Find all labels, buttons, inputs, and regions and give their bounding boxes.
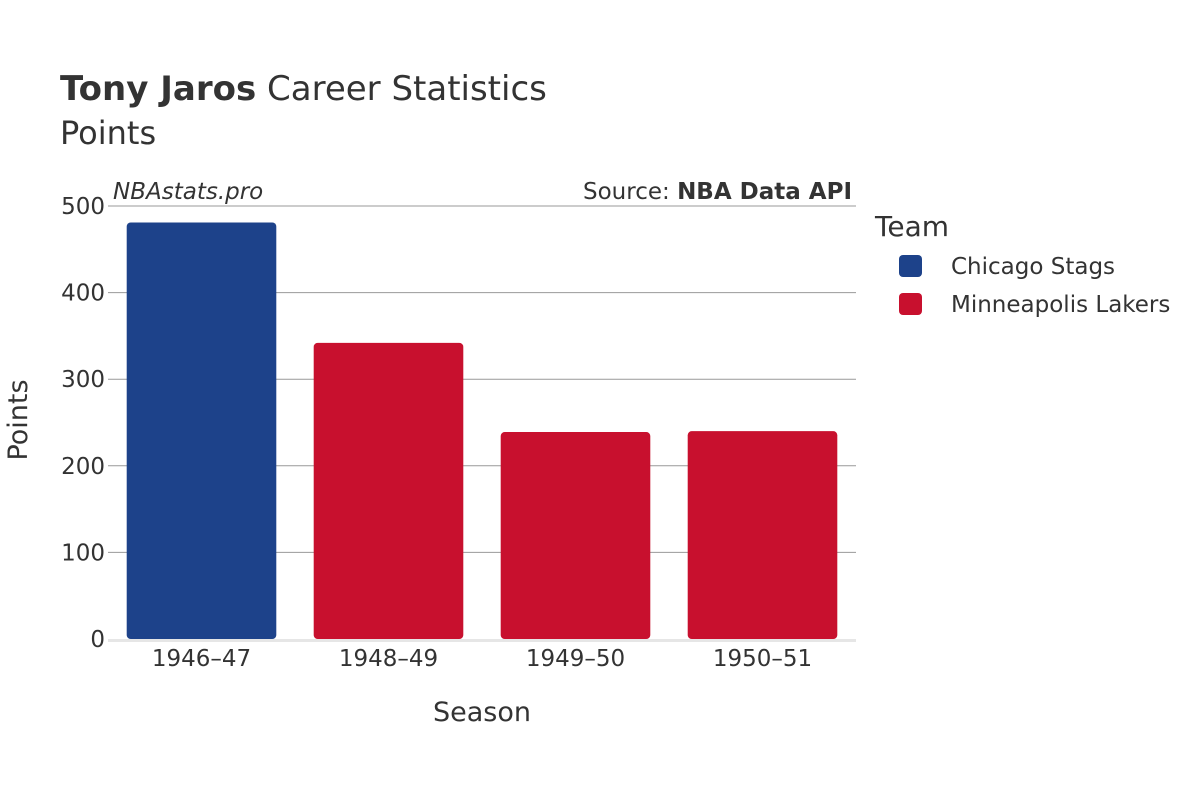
y-axis-title: Points <box>3 379 34 460</box>
legend-title: Team <box>874 210 949 243</box>
chart-subtitle: Points <box>60 114 156 152</box>
y-tick-label: 0 <box>90 627 105 653</box>
bars <box>126 222 838 640</box>
legend-item-label[interactable]: Chicago Stags <box>951 254 1115 280</box>
bar[interactable] <box>500 432 651 639</box>
y-tick-label: 300 <box>61 367 105 393</box>
y-tick-label: 200 <box>61 454 105 480</box>
legend-swatch[interactable] <box>899 255 922 277</box>
x-tick-label: 1948–49 <box>339 646 438 672</box>
source-credit: Source: NBA Data API <box>583 179 852 205</box>
chart-title: Tony Jaros Career Statistics <box>60 69 547 109</box>
y-tick-labels: 0 100 200 300 400 500 <box>61 194 105 653</box>
x-tick-label: 1949–50 <box>526 646 625 672</box>
x-tick-label: 1950–51 <box>713 646 812 672</box>
bar[interactable] <box>313 342 464 639</box>
x-axis-title: Season <box>433 697 531 728</box>
bar[interactable] <box>126 222 277 640</box>
y-tick-label: 100 <box>61 540 105 566</box>
source-prefix: Source: <box>583 179 677 205</box>
chart-title-name: Tony Jaros <box>60 69 256 109</box>
x-tick-labels: 1946–47 1948–49 1949–50 1950–51 <box>152 646 812 672</box>
legend-item-label[interactable]: Minneapolis Lakers <box>951 292 1170 318</box>
chart-title-rest: Career Statistics <box>256 69 547 109</box>
bar[interactable] <box>687 431 838 639</box>
watermark: NBAstats.pro <box>113 179 263 205</box>
y-tick-label: 400 <box>61 281 105 307</box>
x-tick-label: 1946–47 <box>152 646 251 672</box>
source-name: NBA Data API <box>677 179 852 205</box>
y-tick-label: 500 <box>61 194 105 220</box>
legend: Team Chicago Stags Minneapolis Lakers <box>874 210 1170 318</box>
legend-swatch[interactable] <box>899 293 922 315</box>
